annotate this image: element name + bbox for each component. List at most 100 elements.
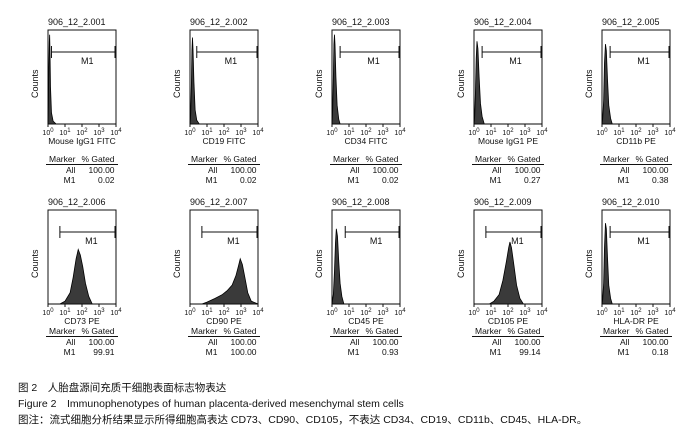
stats-cell: M1 <box>63 347 76 357</box>
histogram-panel: 906_12_2.009 Counts M1 100 101 102 103 104 CD105… <box>450 197 580 358</box>
plot-frame <box>601 209 671 305</box>
stats-header: % Gated <box>220 326 260 337</box>
stats-row: M1 0.02 <box>46 175 118 185</box>
stats-cell: M1 <box>617 175 630 185</box>
x-tick-label: 100 <box>468 308 480 317</box>
x-tick-label: 103 <box>235 128 247 137</box>
x-tick-label: 100 <box>468 128 480 137</box>
gate-label: M1 <box>227 236 240 246</box>
stats-cell: 100.00 <box>372 337 399 347</box>
plot-frame <box>47 29 117 125</box>
x-tick-label: 103 <box>647 308 659 317</box>
stats-cell: 100.00 <box>514 337 541 347</box>
stats-cell: All <box>66 337 76 347</box>
gate-label: M1 <box>370 236 383 246</box>
x-axis-label: HLA-DR PE <box>613 316 659 326</box>
stats-cell: 100.00 <box>642 165 669 175</box>
stats-header: Marker <box>188 326 221 337</box>
stats-header: % Gated <box>220 154 260 165</box>
stats-cell: All <box>350 165 360 175</box>
stats-cell: M1 <box>347 175 360 185</box>
panel-title: 906_12_2.006 <box>48 197 106 207</box>
stats-header: % Gated <box>632 154 672 165</box>
stats-cell: All <box>492 337 502 347</box>
stats-cell: 100.00 <box>88 337 115 347</box>
histogram-panel: 906_12_2.007 Counts M1 100 101 102 103 104 CD90 … <box>166 197 296 358</box>
stats-cell: 0.18 <box>651 347 669 357</box>
stats-header: Marker <box>472 154 505 165</box>
x-tick-label: 104 <box>536 308 548 317</box>
stats-cell: All <box>620 337 630 347</box>
panel-title: 906_12_2.009 <box>474 197 532 207</box>
stats-table: Marker% Gated All 100.00 M1 0.18 <box>600 326 672 357</box>
x-tick-label: 103 <box>377 308 389 317</box>
x-tick-label: 100 <box>184 308 196 317</box>
gate-label: M1 <box>511 236 524 246</box>
panel-title: 906_12_2.007 <box>190 197 248 207</box>
x-tick-label: 100 <box>326 128 338 137</box>
gate-marker <box>59 226 116 238</box>
x-tick-label: 104 <box>394 128 406 137</box>
caption-note: 图注：流式细胞分析结果显示所得细胞高表达 CD73、CD90、CD105，不表达… <box>18 414 588 426</box>
stats-row: All 100.00 <box>330 337 402 347</box>
x-tick-label: 103 <box>647 128 659 137</box>
x-tick-label: 100 <box>42 308 54 317</box>
stats-table: Marker% Gated All 100.00 M1 99.91 <box>46 326 118 357</box>
x-tick-label: 101 <box>201 308 213 317</box>
histogram-plot: M1 100 101 102 103 104 <box>184 29 264 137</box>
gate-label: M1 <box>225 56 238 66</box>
gate-label: M1 <box>637 236 650 246</box>
histogram-area <box>331 228 400 305</box>
x-tick-label: 102 <box>502 308 514 317</box>
gate-marker <box>201 226 258 238</box>
stats-table: Marker% Gated All 100.00 M1 100.00 <box>188 326 260 357</box>
x-tick-label: 103 <box>93 128 105 137</box>
plot-frame <box>331 29 401 125</box>
stats-cell: All <box>620 165 630 175</box>
stats-cell: M1 <box>489 175 502 185</box>
histogram-panel: 906_12_2.004 Counts M1 100 101 102 103 104 Mouse… <box>450 17 580 185</box>
x-axis-label: CD19 FITC <box>202 136 246 146</box>
stats-row: All 100.00 <box>188 165 260 175</box>
x-tick-label: 104 <box>664 308 676 317</box>
histogram-area <box>601 44 670 125</box>
histogram-area <box>601 223 670 305</box>
x-tick-label: 102 <box>218 128 230 137</box>
histogram-panel: 906_12_2.005 Counts M1 100 101 102 103 104 CD11b… <box>578 17 699 185</box>
histogram-area <box>331 34 400 125</box>
stats-table: Marker% Gated All 100.00 M1 99.14 <box>472 326 544 357</box>
stats-cell: All <box>350 337 360 347</box>
stats-cell: 100.00 <box>230 347 257 357</box>
stats-row: All 100.00 <box>46 337 118 347</box>
histogram-panel: 906_12_2.010 Counts M1 100 101 102 103 104 HLA-D… <box>578 197 699 358</box>
stats-table: Marker% Gated All 100.00 M1 0.38 <box>600 154 672 185</box>
x-tick-label: 101 <box>343 308 355 317</box>
stats-header: Marker <box>600 154 633 165</box>
stats-cell: 0.93 <box>381 347 399 357</box>
panel-title: 906_12_2.010 <box>602 197 660 207</box>
gate-marker <box>344 226 400 238</box>
stats-cell: All <box>208 337 218 347</box>
stats-row: M1 0.02 <box>330 175 402 185</box>
histogram-plot: M1 100 101 102 103 104 <box>596 29 676 137</box>
gate-label: M1 <box>85 236 98 246</box>
x-axis-label: CD90 PE <box>206 316 242 326</box>
x-axis-label: Mouse IgG1 PE <box>477 136 538 146</box>
x-axis-label: CD105 PE <box>487 316 529 326</box>
stats-header: Marker <box>600 326 633 337</box>
stats-row: All 100.00 <box>600 337 672 347</box>
stats-header: Marker <box>46 326 79 337</box>
x-tick-label: 104 <box>110 128 122 137</box>
x-tick-label: 101 <box>59 308 71 317</box>
histogram-area <box>473 41 542 125</box>
panel-title: 906_12_2.004 <box>474 17 532 27</box>
stats-header: % Gated <box>632 326 672 337</box>
stats-row: All 100.00 <box>472 165 544 175</box>
stats-row: All 100.00 <box>600 165 672 175</box>
histogram-plot: M1 100 101 102 103 104 <box>326 29 406 137</box>
stats-cell: 99.91 <box>93 347 115 357</box>
stats-cell: 100.00 <box>514 165 541 175</box>
x-tick-label: 102 <box>502 128 514 137</box>
caption-english: Figure 2 Immunophenotypes of human place… <box>18 398 404 410</box>
x-axis-label: CD11b PE <box>616 136 656 146</box>
